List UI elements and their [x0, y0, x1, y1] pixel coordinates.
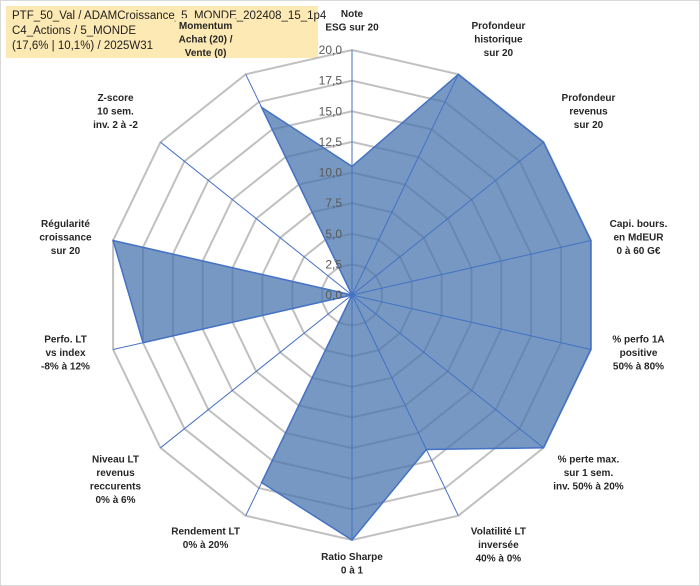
axis-label-line: Profondeur [471, 21, 525, 32]
axis-label-0: Note ESG sur 20 [325, 9, 379, 34]
axis-label-5: % perte max. sur 1 sem. inv. 50% à 20% [553, 455, 624, 493]
axis-label-9: Niveau LT revenus reccurents 0% à 6% [90, 455, 142, 507]
axis-label-7: Ratio Sharpe 0 à 1 [321, 552, 383, 577]
radar-spoke [351, 74, 459, 296]
radar-axis-labels: Note ESG sur 20 Profondeur historique sur 20… [39, 9, 667, 577]
radar-spoke [351, 294, 592, 350]
axis-label-line: inversée [478, 540, 519, 551]
axis-label-6: Volatilité LT inversée 40% à 0% [471, 526, 526, 564]
axis-label-line: croissance [39, 233, 92, 244]
radar-tick-labels: 0,0 2,5 5,0 7,5 10,0 12,5 15,0 17,5 20,0 [319, 43, 343, 302]
axis-label-line: Momentum [179, 21, 232, 32]
tick-label: 10,0 [319, 166, 343, 180]
radar-spoke [351, 294, 544, 449]
axis-label-13: Momentum Achat (20) / Vente (0) [175, 18, 236, 59]
tick-label: 7,5 [325, 196, 342, 210]
tick-label: 20,0 [319, 43, 343, 57]
axis-label-line: en MdEUR [614, 233, 665, 244]
axis-label-line: 0% à 6% [95, 495, 135, 506]
axis-label-line: sur 1 sem. [564, 468, 614, 479]
chart-title-line-3: (17,6% | 10,1%) / 2025W31 [12, 40, 154, 52]
axis-label-line: 50% à 80% [613, 361, 664, 372]
radar-spoke [160, 141, 353, 296]
axis-label-line: 0 à 1 [341, 566, 364, 577]
radar-spoke [245, 294, 353, 516]
axis-label-line: Ratio Sharpe [321, 552, 383, 563]
axis-label-line: sur 20 [51, 246, 81, 257]
radar-spoke [112, 240, 353, 296]
axis-label-line: historique [474, 35, 523, 46]
axis-label-highlight [175, 18, 236, 33]
axis-label-line: ESG sur 20 [325, 23, 379, 34]
axis-label-line: 0% à 20% [183, 540, 229, 551]
axis-label-line: 10 sem. [97, 107, 134, 118]
axis-label-3: Capi. bours. en MdEUR 0 à 60 G€ [610, 219, 668, 257]
axis-label-line: inv. 50% à 20% [553, 482, 624, 493]
axis-label-line: 40% à 0% [476, 553, 522, 564]
axis-label-line: reccurents [90, 482, 142, 493]
tick-label: 17,5 [319, 74, 343, 88]
axis-label-line: Capi. bours. [610, 219, 668, 230]
axis-label-4: % perfo 1A positive 50% à 80% [612, 334, 664, 372]
tick-label: 12,5 [319, 135, 343, 149]
radar-spoke [245, 74, 353, 296]
axis-label-line: Vente (0) [185, 48, 227, 59]
axis-label-line: % perfo 1A [612, 334, 664, 345]
tick-label: 15,0 [319, 104, 343, 118]
axis-label-line: vs index [45, 348, 85, 359]
radar-spoke [112, 294, 353, 350]
axis-label-line: revenus [96, 468, 135, 479]
axis-label-line: sur 20 [574, 120, 604, 131]
axis-label-line: Z-score [97, 93, 134, 104]
tick-label: 5,0 [325, 227, 342, 241]
axis-label-line: Volatilité LT [471, 526, 526, 537]
axis-label-line: % perte max. [558, 455, 620, 466]
chart-title: PTF_50_Val / ADAMCroissance_5_MONDE_2024… [6, 6, 327, 58]
axis-label-line: positive [620, 348, 658, 359]
axis-label-11: Régularité croissance sur 20 [39, 219, 92, 257]
tick-label: 0,0 [325, 288, 342, 302]
axis-label-line: revenus [569, 107, 608, 118]
axis-label-1: Profondeur historique sur 20 [471, 21, 525, 59]
axis-label-line: Note [341, 9, 364, 20]
tick-label: 2,5 [325, 257, 342, 271]
axis-label-line: sur 20 [484, 48, 514, 59]
axis-label-12: Z-score 10 sem. inv. 2 à -2 [93, 93, 138, 131]
axis-label-8: Rendement LT 0% à 20% [171, 526, 240, 551]
axis-label-line: Achat (20) / [179, 35, 233, 46]
axis-label-2: Profondeur revenus sur 20 [562, 93, 616, 131]
axis-label-line: 0 à 60 G€ [617, 246, 661, 257]
axis-label-10: Perfo. LT vs index -8% à 12% [41, 334, 90, 372]
axis-label-line: inv. 2 à -2 [93, 120, 138, 131]
axis-label-line: Perfo. LT [44, 334, 87, 345]
radar-spoke [351, 141, 544, 296]
radar-spoke [160, 294, 353, 449]
radar-spokes [112, 50, 592, 540]
radar-spoke [351, 294, 459, 516]
axis-label-line: Niveau LT [92, 455, 139, 466]
axis-label-line: -8% à 12% [41, 361, 90, 372]
chart-title-line-2: C4_Actions / 5_MONDE [12, 25, 136, 37]
radar-spoke [351, 240, 592, 296]
axis-label-line: Profondeur [562, 93, 616, 104]
axis-label-line: Régularité [41, 219, 90, 230]
axis-label-line: Rendement LT [171, 526, 240, 537]
chart-title-line-1: PTF_50_Val / ADAMCroissance_5_MONDE_2024… [12, 10, 327, 22]
